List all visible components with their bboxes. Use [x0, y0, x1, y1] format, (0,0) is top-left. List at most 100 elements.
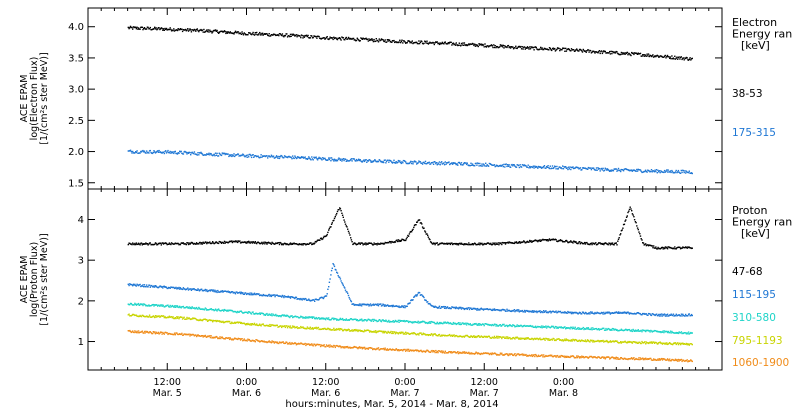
- data-point: [494, 244, 496, 246]
- data-point: [256, 155, 258, 158]
- data-point: [157, 151, 160, 153]
- data-point: [354, 330, 356, 332]
- data-point: [421, 333, 423, 336]
- data-point: [618, 53, 620, 56]
- data-point: [416, 295, 418, 297]
- data-point: [157, 150, 159, 152]
- data-point: [663, 169, 666, 172]
- data-point: [305, 158, 308, 160]
- data-point: [525, 47, 527, 49]
- data-point: [347, 319, 349, 321]
- data-point: [287, 295, 289, 297]
- data-point: [626, 342, 628, 344]
- data-point: [636, 52, 638, 55]
- data-point: [621, 311, 623, 314]
- data-point: [250, 156, 253, 159]
- data-point: [267, 241, 270, 243]
- data-point: [303, 35, 305, 37]
- data-point: [201, 335, 204, 337]
- data-point: [671, 331, 674, 334]
- data-point: [134, 330, 136, 332]
- data-point: [172, 316, 174, 318]
- data-point: [342, 158, 344, 160]
- data-point: [153, 285, 155, 287]
- data-point: [638, 312, 640, 315]
- data-point: [659, 313, 661, 316]
- data-point: [514, 165, 516, 167]
- legend-entry: 310-580: [732, 312, 776, 324]
- data-point: [258, 33, 260, 35]
- data-point: [415, 224, 417, 226]
- data-point: [504, 45, 506, 47]
- data-point: [466, 334, 468, 337]
- data-point: [294, 155, 296, 157]
- data-point: [455, 42, 457, 44]
- data-point: [151, 284, 153, 287]
- data-point: [272, 324, 275, 327]
- data-point: [388, 332, 391, 334]
- data-point: [606, 339, 608, 342]
- data-point: [256, 242, 258, 245]
- y-tick-label: 4.0: [68, 22, 84, 33]
- data-point: [364, 304, 366, 306]
- data-point: [216, 319, 218, 322]
- data-point: [154, 316, 156, 319]
- data-point: [536, 311, 538, 314]
- data-point: [241, 154, 243, 157]
- data-point: [543, 165, 546, 167]
- data-point: [251, 33, 253, 35]
- data-point: [685, 343, 687, 345]
- data-point: [168, 332, 171, 335]
- data-point: [272, 313, 274, 315]
- data-point: [484, 43, 486, 45]
- data-point: [479, 164, 482, 167]
- data-point: [661, 315, 664, 317]
- data-point: [431, 333, 433, 335]
- data-point: [377, 330, 380, 332]
- data-point: [146, 284, 148, 286]
- data-point: [307, 299, 309, 301]
- data-point: [308, 328, 311, 330]
- data-point: [269, 35, 271, 37]
- data-point: [520, 325, 523, 327]
- data-point: [198, 306, 200, 309]
- data-point: [681, 58, 683, 61]
- data-point: [609, 50, 611, 53]
- data-point: [183, 288, 185, 290]
- data-point: [486, 164, 488, 166]
- data-point: [661, 343, 664, 345]
- data-point: [673, 248, 675, 250]
- data-point: [343, 329, 345, 331]
- data-point: [451, 306, 453, 308]
- data-point: [663, 56, 665, 58]
- data-point: [230, 32, 232, 34]
- data-point: [159, 151, 162, 153]
- data-point: [539, 48, 541, 50]
- data-point: [241, 311, 243, 313]
- data-point: [261, 295, 264, 297]
- data-point: [236, 154, 238, 156]
- data-point: [601, 169, 604, 171]
- data-point: [451, 162, 453, 164]
- data-point: [583, 243, 585, 245]
- data-point: [572, 166, 574, 168]
- data-point: [443, 162, 445, 164]
- data-point: [639, 169, 642, 171]
- data-point: [128, 304, 130, 306]
- data-point: [361, 161, 364, 163]
- data-point: [136, 150, 138, 152]
- data-point: [407, 302, 410, 305]
- data-point: [565, 339, 567, 342]
- data-point: [189, 243, 191, 245]
- data-point: [430, 241, 433, 244]
- data-point: [691, 314, 693, 317]
- data-point: [165, 331, 167, 334]
- data-point: [227, 320, 229, 323]
- data-point: [531, 241, 533, 243]
- data-point: [326, 317, 328, 319]
- data-point: [463, 307, 465, 310]
- data-point: [341, 282, 343, 284]
- data-point: [344, 223, 347, 225]
- data-point: [169, 287, 171, 289]
- data-point: [645, 55, 648, 57]
